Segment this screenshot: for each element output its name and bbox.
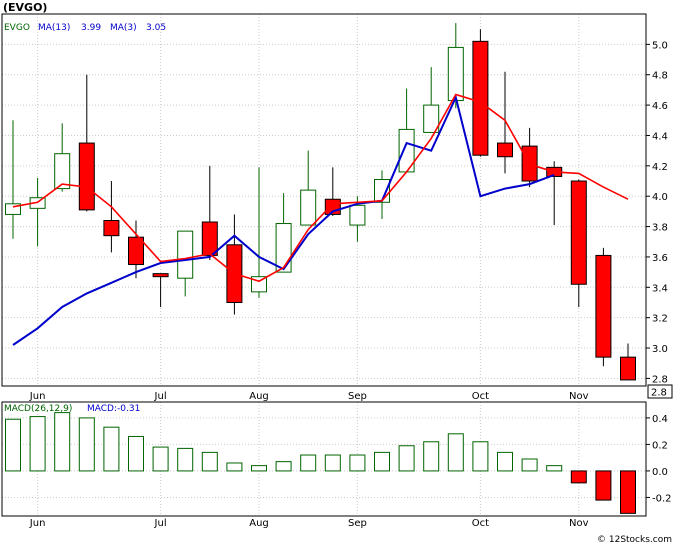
macd-month-label: Sep — [348, 518, 367, 529]
candle-down — [152, 273, 169, 278]
macd-bar-positive — [5, 418, 21, 472]
candle-up — [447, 46, 464, 102]
price-y-tick-label: 5.0 — [652, 40, 668, 51]
price-y-tick-label: 4.8 — [652, 71, 668, 82]
macd-bar-positive — [201, 451, 218, 472]
macd-bar-negative — [570, 470, 587, 484]
macd-panel: 0.4 0.2 0.0 -0.2 Jun Jul Aug Sep Oct Nov — [1, 401, 672, 529]
price-y-tick-label: 3.4 — [652, 283, 668, 294]
price-legend: EVGO MA(13) 3.99 MA(3) 3.05 — [4, 23, 166, 33]
macd-bar-positive — [447, 433, 464, 472]
price-month-label: Oct — [472, 391, 489, 402]
price-plot-border — [1, 13, 647, 387]
macd-plot-frame — [1, 401, 647, 517]
price-y-tick-label: 3.6 — [652, 253, 668, 264]
price-month-label: Jul — [154, 391, 167, 402]
price-month-label: Nov — [569, 391, 589, 402]
macd-bar-positive — [300, 454, 317, 472]
candle-down — [497, 142, 513, 158]
macd-bar-positive — [472, 441, 489, 472]
last-price-tag: 2.8 — [647, 384, 673, 399]
macd-month-label: Aug — [249, 518, 269, 529]
macd-plot-border — [1, 401, 647, 517]
legend-ma13-value: 3.99 — [81, 23, 101, 33]
macd-y-tick-label: 0.0 — [652, 467, 668, 478]
macd-month-label: Oct — [472, 518, 489, 529]
macd-bar-positive — [103, 426, 120, 472]
macd-bar-positive — [275, 461, 292, 472]
legend-ma3-value: 3.05 — [146, 23, 166, 33]
price-y-tick-label: 4.2 — [652, 162, 668, 173]
candle-up — [177, 230, 194, 279]
price-y-tick-label: 4.4 — [652, 131, 668, 142]
candle-up — [300, 189, 317, 226]
macd-bar-positive — [54, 412, 71, 472]
candle-down — [472, 40, 489, 156]
macd-y-tick-label: 0.2 — [652, 440, 668, 451]
candle-up — [275, 223, 292, 273]
candle-down — [78, 142, 95, 211]
candle-up — [54, 153, 71, 190]
macd-bar-positive — [324, 454, 341, 472]
macd-bar-positive — [251, 465, 267, 472]
price-month-label: Aug — [249, 391, 269, 402]
macd-bar-negative — [595, 470, 612, 501]
macd-bar-positive — [177, 447, 194, 472]
candle-down — [201, 221, 218, 256]
price-plot-frame — [1, 13, 647, 387]
macd-bar-positive — [78, 417, 95, 472]
macd-bar-positive — [349, 454, 366, 472]
macd-legend: MACD(26,12,9) MACD:-0.31 — [4, 404, 140, 414]
price-y-tick-label: 3.2 — [652, 314, 668, 325]
chart-title: (EVGO) — [3, 1, 47, 14]
candle-down — [570, 180, 587, 285]
candle-down — [620, 356, 636, 381]
candle-down — [595, 254, 612, 358]
price-month-label: Sep — [348, 391, 367, 402]
macd-bar-positive — [546, 465, 563, 472]
last-price-text: 2.8 — [651, 388, 667, 399]
price-y-tick-label: 2.8 — [652, 374, 668, 385]
price-month-label: Jun — [29, 391, 46, 402]
macd-bar-positive — [398, 445, 415, 472]
macd-month-label: Nov — [569, 518, 589, 529]
candle-up — [423, 104, 440, 133]
price-y-tick-label: 4.0 — [652, 192, 668, 203]
macd-y-tick-label: -0.2 — [652, 493, 672, 504]
macd-bar-positive — [226, 462, 243, 472]
macd-bar-positive — [374, 451, 390, 472]
macd-bar-negative — [620, 470, 636, 514]
macd-y-tick-label: 0.4 — [652, 414, 668, 425]
legend-symbol: EVGO — [4, 23, 30, 33]
macd-month-label: Jun — [29, 518, 46, 529]
macd-bar-positive — [152, 446, 169, 472]
ma3-line — [12, 93, 629, 283]
macd-month-label: Jul — [154, 518, 167, 529]
price-y-tick-label: 4.6 — [652, 101, 668, 112]
candle-up — [5, 203, 21, 215]
legend-ma3-label: MA(3) — [110, 23, 137, 33]
price-y-tick-label: 3.0 — [652, 344, 668, 355]
candle-down — [128, 236, 144, 266]
last-price-box — [647, 384, 673, 399]
price-y-tick-label: 3.8 — [652, 223, 668, 234]
macd-bar-positive — [521, 458, 538, 472]
ma13-line — [12, 94, 555, 346]
macd-legend-label: MACD(26,12,9) — [4, 404, 72, 414]
candle-up — [349, 204, 366, 226]
price-panel: 5.0 4.8 4.6 4.4 4.2 4.0 3.8 3.6 3.4 3.2 3.0 2.8 Jun J… — [1, 13, 668, 402]
macd-legend-value: MACD:-0.31 — [87, 404, 140, 414]
macd-bar-positive — [497, 451, 513, 472]
legend-ma13-label: MA(13) — [38, 23, 70, 33]
macd-bar-positive — [128, 435, 144, 472]
macd-bar-positive — [29, 416, 46, 472]
candle-down — [103, 219, 120, 237]
watermark: © 12Stocks.com — [597, 535, 672, 545]
macd-bar-positive — [423, 441, 440, 472]
